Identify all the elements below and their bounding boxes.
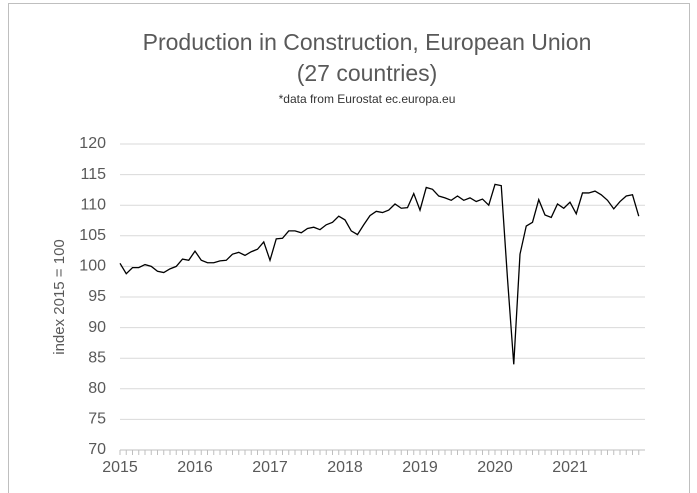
chart-border [8,3,690,493]
y-tick-label: 80 [88,380,106,397]
y-tick-label: 120 [79,135,106,152]
x-tick-label: 2019 [402,459,438,476]
y-tick-label: 70 [88,441,106,458]
x-tick-label: 2018 [327,459,363,476]
x-tick-label: 2016 [177,459,213,476]
y-tick-label: 105 [79,227,106,244]
chart-title-line2: (27 countries) [297,60,438,86]
y-tick-label: 75 [88,411,106,428]
x-tick-label: 2021 [552,459,588,476]
y-tick-label: 85 [88,349,106,366]
y-axis-label: index 2015 = 100 [51,239,68,355]
y-tick-label: 115 [80,166,106,183]
x-tick-label: 2020 [477,459,513,476]
x-tick-label: 2017 [252,459,288,476]
x-tick-label: 2015 [102,459,138,476]
chart-title: Production in Construction, European Uni… [143,29,592,55]
y-tick-label: 90 [88,319,106,336]
y-tick-label: 100 [79,258,106,275]
y-tick-label: 95 [88,288,106,305]
chart-subtitle: *data from Eurostat ec.europa.eu [279,92,456,106]
y-tick-label: 110 [80,196,106,213]
line-series [119,183,640,365]
